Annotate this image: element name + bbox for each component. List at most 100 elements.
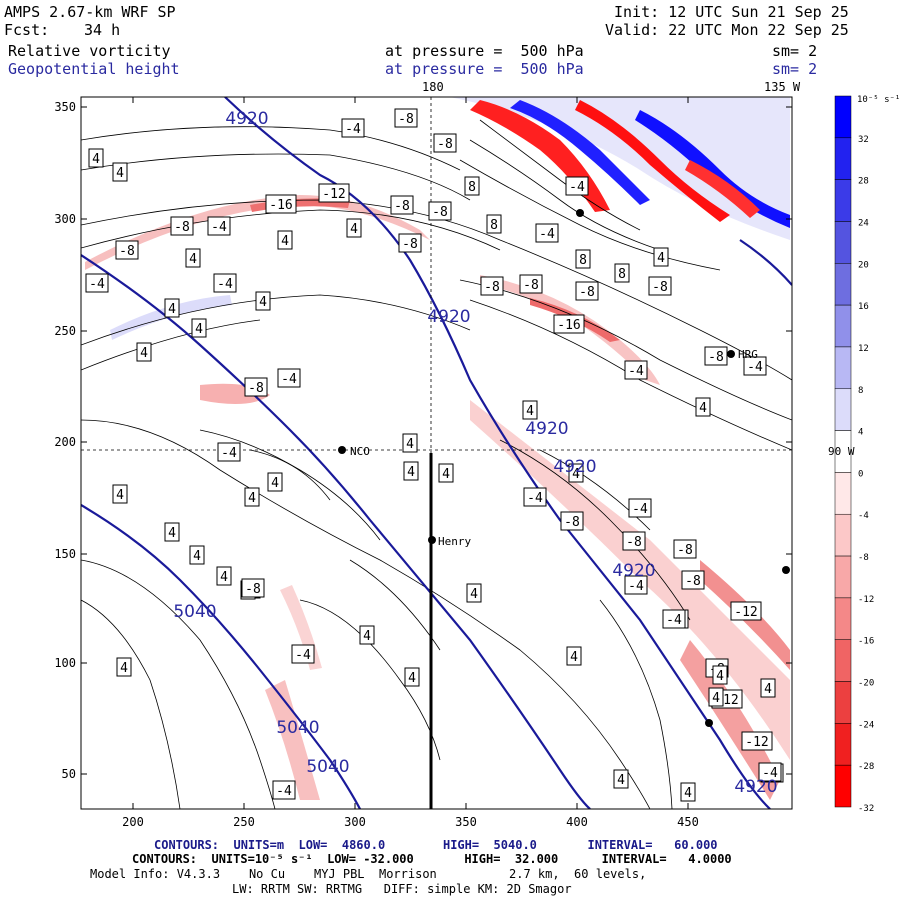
svg-text:4: 4 — [271, 476, 279, 491]
height-label: 4920 — [553, 457, 596, 477]
height-label-layer: 4920 4920 4920 4920 4920 4920 5040 5040 5040 — [173, 109, 777, 797]
vort-label: 4 — [566, 646, 582, 666]
colorbar-segment — [834, 764, 852, 808]
colorbar-label: -32 — [858, 804, 874, 814]
vort-patch-positive-west — [110, 295, 232, 340]
colorbar-label: 28 — [858, 177, 869, 187]
colorbar-label: -4 — [858, 511, 869, 521]
svg-text:-4: -4 — [632, 502, 648, 517]
svg-text:8: 8 — [490, 218, 498, 233]
vort-label: -4 — [523, 487, 547, 507]
x-tick-label: 350 — [455, 815, 477, 829]
vort-label: 4 — [402, 433, 418, 453]
svg-text:4: 4 — [407, 465, 415, 480]
svg-text:-4: -4 — [666, 613, 682, 628]
colorbar-segment — [834, 472, 852, 515]
svg-text:8: 8 — [468, 180, 476, 195]
svg-text:4: 4 — [406, 437, 414, 452]
svg-text:-8: -8 — [708, 350, 724, 365]
vort-label: -8 — [560, 511, 584, 531]
x-tick-label: 450 — [677, 815, 699, 829]
svg-text:4: 4 — [193, 549, 201, 564]
height-label: 4920 — [734, 777, 777, 797]
vort-label: 4 — [255, 291, 271, 311]
vort-label: 4 — [185, 248, 201, 268]
y-tick-label: 150 — [54, 547, 76, 561]
station-marker-east — [782, 566, 790, 574]
colorbar-label: 24 — [858, 218, 869, 228]
vort-label: -4 — [535, 223, 559, 243]
colorbar-segment — [834, 304, 852, 348]
field1-smooth: sm= 2 — [772, 42, 818, 60]
vort-label: -4 — [207, 216, 231, 236]
vort-label: 4 — [136, 342, 152, 362]
colorbar-label: 16 — [858, 302, 869, 312]
svg-text:-8: -8 — [652, 280, 668, 295]
vort-label: -8 — [648, 276, 672, 296]
colorbar-segment — [834, 388, 852, 431]
vort-label: -12 — [318, 183, 350, 203]
vort-label: -4 — [565, 176, 589, 196]
vort-label: 4 — [613, 769, 629, 789]
colorbar-label: -20 — [858, 679, 874, 689]
svg-text:4: 4 — [408, 671, 416, 686]
svg-text:-16: -16 — [269, 198, 292, 213]
vort-label: -12 — [741, 731, 773, 751]
svg-text:-4: -4 — [221, 446, 237, 461]
svg-text:-4: -4 — [747, 360, 763, 375]
colorbar-unit: 10⁻⁵ s⁻¹ — [857, 95, 900, 105]
svg-text:4: 4 — [168, 526, 176, 541]
vort-label: -4 — [758, 762, 782, 782]
svg-text:-8: -8 — [685, 574, 701, 589]
svg-text:-16: -16 — [557, 318, 580, 333]
vort-label: 4 — [712, 665, 728, 685]
station-nco-marker — [338, 446, 346, 454]
parallel-label-90w: 90 W — [828, 445, 855, 458]
vort-label: 4 — [244, 487, 260, 507]
y-tick-label: 100 — [54, 656, 76, 670]
vort-band-negative-south — [265, 680, 320, 800]
vort-label: -8 — [575, 281, 599, 301]
vort-label: -16 — [265, 194, 297, 214]
colorbar-segment — [834, 597, 852, 640]
svg-text:4: 4 — [195, 322, 203, 337]
svg-text:-8: -8 — [398, 112, 414, 127]
svg-text:4: 4 — [764, 682, 772, 697]
svg-text:-12: -12 — [745, 735, 768, 750]
svg-text:-8: -8 — [394, 199, 410, 214]
model-title: AMPS 2.67-km WRF SP — [4, 3, 176, 21]
colorbar-label: -12 — [858, 595, 874, 605]
field2-smooth: sm= 2 — [772, 60, 818, 78]
vort-label: -12 — [730, 601, 762, 621]
x-tick-label: 300 — [344, 815, 366, 829]
vort-label: -4 — [85, 273, 109, 293]
svg-text:-4: -4 — [527, 491, 543, 506]
colorbar-segment — [834, 723, 852, 766]
valid-time: Valid: 22 UTC Mon 22 Sep 25 — [605, 21, 849, 39]
colorbar-segment — [834, 639, 852, 682]
vort-label: -16 — [553, 314, 585, 334]
vort-label: 8 — [614, 263, 630, 283]
vort-label: -8 — [394, 108, 418, 128]
vort-label: 4 — [164, 522, 180, 542]
vort-band-negative-east — [470, 400, 790, 760]
vort-label: -4 — [277, 368, 301, 388]
colorbar-segment — [834, 137, 852, 180]
svg-text:-8: -8 — [432, 205, 448, 220]
meridian-label-180: 180 — [422, 80, 444, 94]
vort-label: 4 — [216, 566, 232, 586]
station-hrg-marker — [727, 350, 735, 358]
height-label: 5040 — [276, 718, 319, 738]
colorbar-segment — [834, 179, 852, 222]
height-label: 5040 — [173, 602, 216, 622]
vort-label: -8 — [519, 274, 543, 294]
svg-text:4: 4 — [572, 467, 580, 482]
vort-label: -8 — [428, 201, 452, 221]
colorbar-label: -24 — [858, 720, 874, 730]
axis-layer: 350 300 250 200 150 100 50 200 250 300 350 400 450 — [54, 97, 792, 829]
svg-text:4: 4 — [248, 491, 256, 506]
vort-label: 4 — [403, 461, 419, 481]
svg-text:4: 4 — [684, 786, 692, 801]
vort-band-negative-north — [85, 195, 430, 270]
y-tick-label: 300 — [54, 212, 76, 226]
